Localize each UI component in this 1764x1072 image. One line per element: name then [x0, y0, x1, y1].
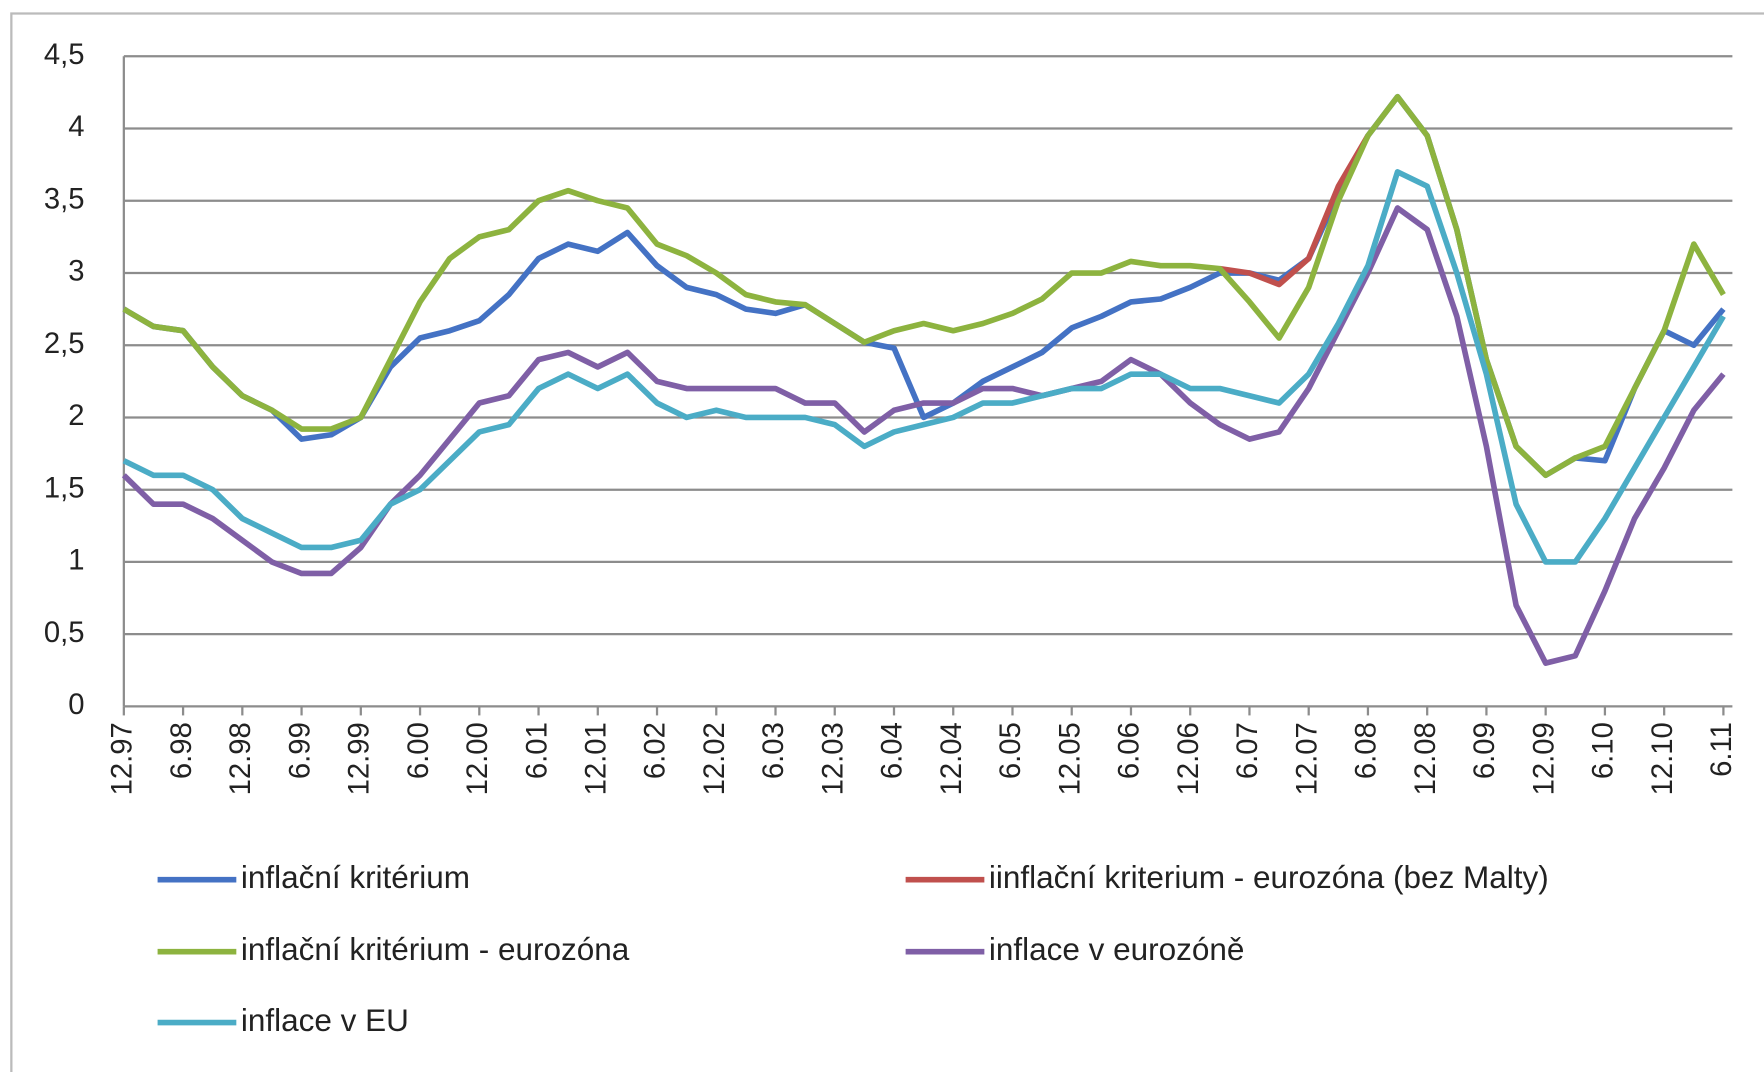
series-line: [122, 93, 1726, 479]
x-tick-label: 6.07: [1232, 722, 1264, 779]
y-tick-label: 1: [68, 545, 84, 577]
y-tick-label: 2: [68, 400, 84, 432]
x-tick-label: 12.97: [107, 722, 139, 795]
x-tick-label: 12.04: [936, 722, 968, 795]
legend-label: inflační kritérium - eurozóna: [241, 931, 630, 967]
x-tick-label: 12.05: [1054, 722, 1086, 795]
x-tick-label: 6.09: [1469, 722, 1501, 779]
x-tick-label: 6.08: [1351, 722, 1383, 779]
y-tick-label: 1,5: [44, 472, 85, 504]
x-tick-label: 6.00: [403, 722, 435, 779]
x-tick-label: 12.09: [1528, 722, 1560, 795]
y-tick-label: 3: [68, 256, 84, 288]
legend-label: inflační kritérium: [241, 859, 470, 895]
y-tick-label: 4,5: [44, 39, 85, 71]
x-tick-label: 12.01: [581, 722, 613, 795]
y-tick-label: 0: [68, 689, 84, 721]
y-tick-label: 3,5: [44, 183, 85, 215]
x-tick-label: 6.10: [1588, 722, 1620, 779]
series-line: [121, 205, 1726, 666]
x-tick-label: 6.01: [521, 722, 553, 779]
x-tick-label: 12.98: [225, 722, 257, 795]
x-tick-label: 6.99: [284, 722, 316, 779]
x-tick-label: 12.06: [1173, 722, 1205, 795]
x-tick-label: 12.00: [462, 722, 494, 795]
x-tick-label: 12.99: [344, 722, 376, 795]
chart-frame: [10, 12, 1764, 1072]
x-tick-label: 6.11: [1706, 722, 1738, 777]
series-line: [1219, 134, 1371, 288]
x-tick-label: 12.10: [1647, 722, 1679, 795]
x-tick-label: 6.06: [1114, 722, 1146, 779]
x-tick-label: 6.02: [640, 722, 672, 779]
y-tick-label: 0,5: [44, 617, 85, 649]
legend-label: inflace v eurozóně: [989, 931, 1245, 967]
x-tick-label: 12.07: [1291, 722, 1323, 795]
x-tick-label: 12.03: [817, 722, 849, 795]
x-tick-label: 6.04: [877, 722, 909, 779]
y-tick-label: 2,5: [44, 328, 85, 360]
x-tick-label: 6.03: [758, 722, 790, 779]
x-tick-label: 6.05: [995, 722, 1027, 779]
legend-label: inflace v EU: [241, 1002, 409, 1038]
x-tick-label: 12.08: [1410, 722, 1442, 795]
y-tick-label: 4: [68, 111, 84, 143]
x-tick-label: 6.98: [166, 722, 198, 779]
legend-label: iinflační kriterium - eurozóna (bez Malt…: [989, 859, 1549, 895]
series-line: [122, 169, 1726, 565]
x-tick-label: 12.02: [699, 722, 731, 795]
